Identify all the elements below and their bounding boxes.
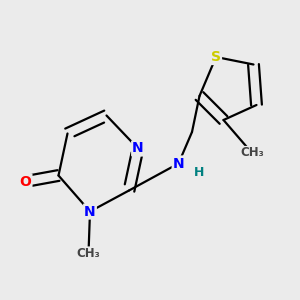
Text: S: S	[211, 50, 221, 64]
Text: O: O	[20, 175, 32, 188]
Text: CH₃: CH₃	[76, 247, 100, 260]
Text: N: N	[173, 157, 184, 170]
Text: N: N	[84, 205, 96, 218]
Text: H: H	[194, 166, 205, 179]
Text: CH₃: CH₃	[240, 146, 264, 160]
Text: N: N	[132, 142, 144, 155]
